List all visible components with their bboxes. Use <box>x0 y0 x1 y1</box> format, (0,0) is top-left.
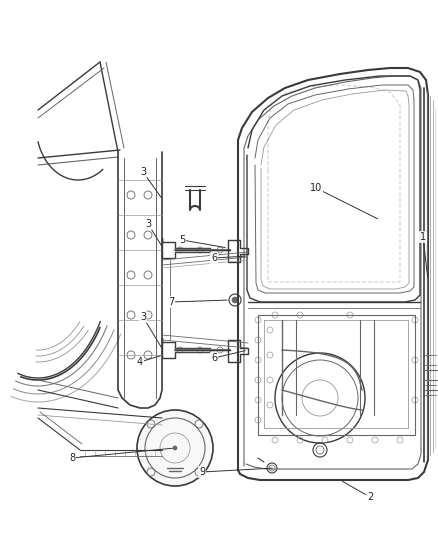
Text: 4: 4 <box>137 357 143 367</box>
Text: 5: 5 <box>179 235 185 245</box>
Text: 3: 3 <box>140 167 146 177</box>
Text: 9: 9 <box>199 467 205 477</box>
Text: 8: 8 <box>69 453 75 463</box>
Text: 1: 1 <box>420 232 426 242</box>
Circle shape <box>173 446 177 450</box>
Circle shape <box>232 297 238 303</box>
Text: 6: 6 <box>211 353 217 363</box>
Text: 10: 10 <box>310 183 322 193</box>
Text: 7: 7 <box>168 297 174 307</box>
Text: 2: 2 <box>367 492 373 502</box>
Circle shape <box>137 410 213 486</box>
Text: 6: 6 <box>211 253 217 263</box>
Text: 3: 3 <box>145 219 151 229</box>
Text: 3: 3 <box>140 312 146 322</box>
